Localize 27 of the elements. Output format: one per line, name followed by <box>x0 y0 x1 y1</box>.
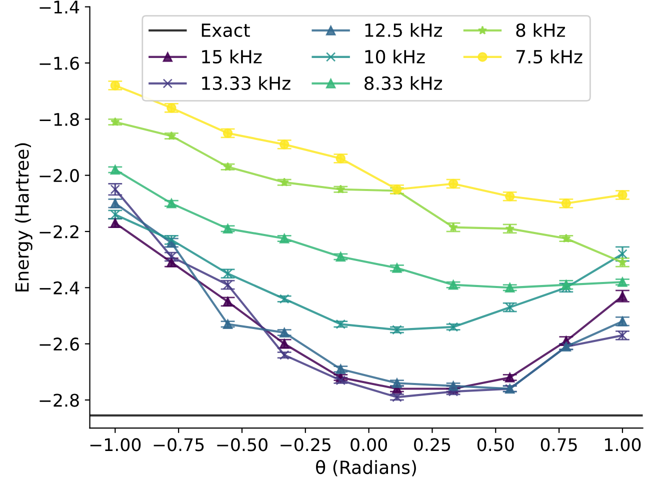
legend-label: 10 kHz <box>365 50 425 64</box>
y-tick-label: −2.4 <box>40 281 80 294</box>
legend-label: 8.33 kHz <box>364 76 442 90</box>
x-tick-label: −0.75 <box>154 438 204 452</box>
x-tick-label: 0.25 <box>414 438 450 452</box>
x-tick-label: 0.00 <box>350 438 387 452</box>
x-tick-label: 1.00 <box>605 438 641 452</box>
y-tick-label: −2.0 <box>40 169 79 182</box>
legend-label: 8 kHz <box>516 23 565 38</box>
x-tick-label: 0.75 <box>540 438 577 452</box>
y-tick-label: −1.4 <box>40 0 80 14</box>
y-tick-label: −2.8 <box>40 394 79 407</box>
legend-label: 13.33 kHz <box>202 76 290 90</box>
y-axis-title: Energy (Hartree) <box>14 143 32 292</box>
legend-label: 7.5 kHz <box>516 50 582 64</box>
y-tick-label: −2.2 <box>40 225 78 238</box>
y-tick-label: −2.6 <box>40 338 79 351</box>
x-tick-label: −0.25 <box>280 438 330 452</box>
legend-label: 12.5 kHz <box>365 23 442 38</box>
legend-label: Exact <box>202 24 250 38</box>
x-tick-label: −0.50 <box>217 438 268 452</box>
x-axis-title: θ (Radians) <box>316 460 416 476</box>
x-tick-label: 0.50 <box>477 438 514 452</box>
y-tick-label: −1.8 <box>40 112 79 126</box>
legend-label: 15 kHz <box>202 50 262 64</box>
y-tick-label: −1.6 <box>40 56 79 70</box>
x-tick-label: −1.00 <box>90 438 141 452</box>
